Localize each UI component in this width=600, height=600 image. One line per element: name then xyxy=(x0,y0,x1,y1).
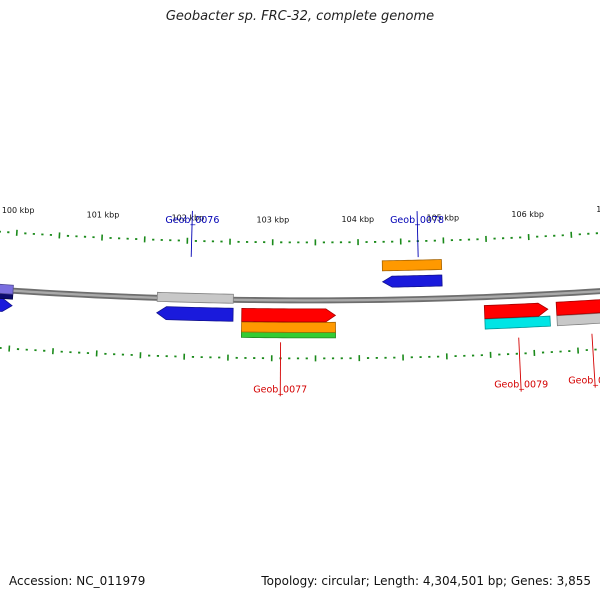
gene-label-leader xyxy=(591,333,596,388)
scale-label: 101 kbp xyxy=(87,211,120,220)
gene-label: Geob_0077 xyxy=(253,384,307,395)
map-title: Geobacter sp. FRC-32, complete genome xyxy=(165,9,435,24)
backbone-layer xyxy=(0,286,600,304)
gene-feature-2 xyxy=(0,283,14,295)
gene-feature-6 xyxy=(241,321,336,333)
scale-label: 102 kbp xyxy=(172,214,205,223)
scale-label: 106 kbp xyxy=(511,210,544,219)
scale-label: 103 kbp xyxy=(257,215,290,224)
gene-feature-7 xyxy=(241,307,337,323)
label-layer: 100 kbp 101 kbp 102 kbp 103 kbp 104 kbp 105 k… xyxy=(2,205,600,397)
gene-feature-8 xyxy=(381,274,443,288)
scale-label: 100 kbp xyxy=(2,206,35,215)
gene-feature-0 xyxy=(0,297,13,312)
backbone-highlight xyxy=(0,288,600,302)
gene-label-leader xyxy=(190,210,193,257)
gene-label-leader xyxy=(518,337,522,392)
gene-label: Geob_0076 xyxy=(165,215,219,226)
gene-label-leader xyxy=(416,211,419,258)
gene-feature-11 xyxy=(483,302,549,319)
gene-feature-4 xyxy=(156,291,234,304)
scale-label: 105 kbp xyxy=(426,213,459,222)
gene-feature-13 xyxy=(555,299,600,316)
gene-feature-9 xyxy=(381,259,443,272)
gene-feature-10 xyxy=(484,315,551,330)
gene-label: Geob_0079 xyxy=(494,380,548,391)
gene-label: Geob_0080 xyxy=(568,376,600,387)
scale-label: 104 kbp xyxy=(342,215,375,224)
feature-layer xyxy=(0,259,600,339)
genome-summary-text: Topology: circular; Length: 4,304,501 bp… xyxy=(261,574,591,588)
accession-text: Accession: NC_011979 xyxy=(9,574,146,588)
tick-layer xyxy=(0,229,599,362)
gene-feature-12 xyxy=(556,312,600,327)
gene-label: Geob_0078 xyxy=(390,215,444,226)
gene-feature-3 xyxy=(156,306,234,322)
scale-label: 107 kbp xyxy=(596,205,600,214)
